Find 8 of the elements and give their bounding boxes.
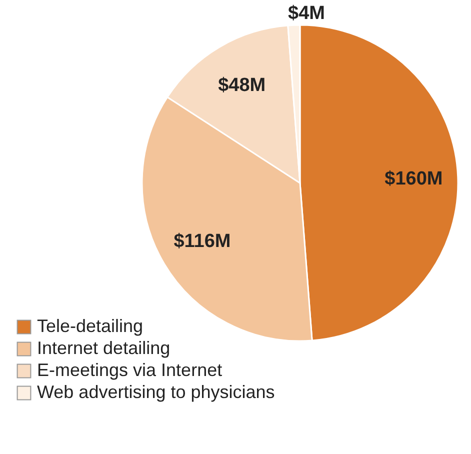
legend-label: E-meetings via Internet <box>37 360 222 380</box>
data-label: $160M <box>384 168 443 190</box>
data-label: $48M <box>218 75 266 96</box>
legend-label: Internet detailing <box>37 338 170 358</box>
data-label: $116M <box>174 231 231 252</box>
data-label: $4M <box>288 3 325 24</box>
legend-label: Web advertising to physicians <box>37 382 275 402</box>
legend-label: Tele-detailing <box>37 316 144 336</box>
